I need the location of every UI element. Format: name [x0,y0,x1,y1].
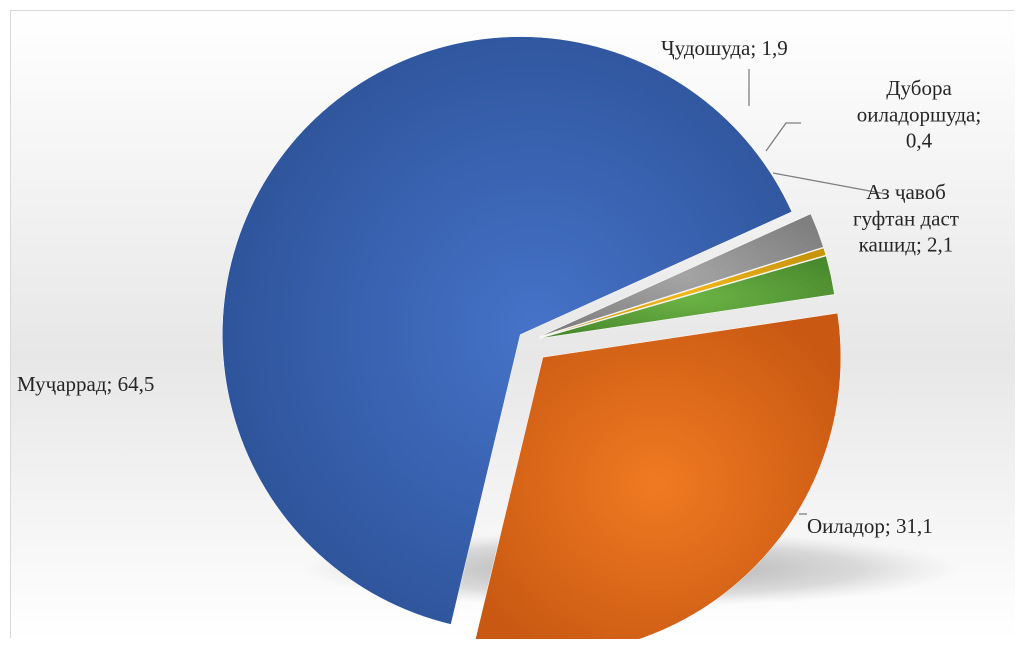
pie-slice-3 [539,213,824,337]
data-label-1: Оиладор; 31,1 [807,514,933,538]
data-label-line: кашид; 2,1 [859,233,954,257]
data-label-line: Оиладор; 31,1 [807,514,933,538]
data-label-line: оиладоршуда; [857,102,981,126]
data-label-3: Ҷудошуда; 1,9 [661,36,788,60]
data-label-line: 0,4 [906,129,933,153]
data-label-line: Дубора [886,76,952,100]
data-label-5: Аз ҷавоб гуфтан даст кашид; 2,1 [853,180,959,257]
pie-slice-1 [475,312,842,639]
data-label-4: Дубора оиладоршуда; 0,4 [857,76,981,153]
data-label-line: гуфтан даст [853,206,959,230]
pie-slice-5 [539,255,835,339]
data-label-line: Аз ҷавоб [866,180,946,204]
leader-line-5 [772,172,887,195]
data-label-2: Муҷаррад; 64,5 [17,372,154,396]
data-label-line: Ҷудошуда; 1,9 [661,36,788,60]
pie-slice-2 [222,36,793,625]
leader-line-4 [765,122,801,152]
pie-chart: Оиладор; 31,1 Муҷаррад; 64,5 Ҷудошуда; 1,9… [11,11,1015,639]
pie-slice-4 [539,247,827,338]
chart-frame: Оиладор; 31,1 Муҷаррад; 64,5 Ҷудошуда; 1,9… [10,10,1015,639]
data-label-line: Муҷаррад; 64,5 [17,372,154,396]
